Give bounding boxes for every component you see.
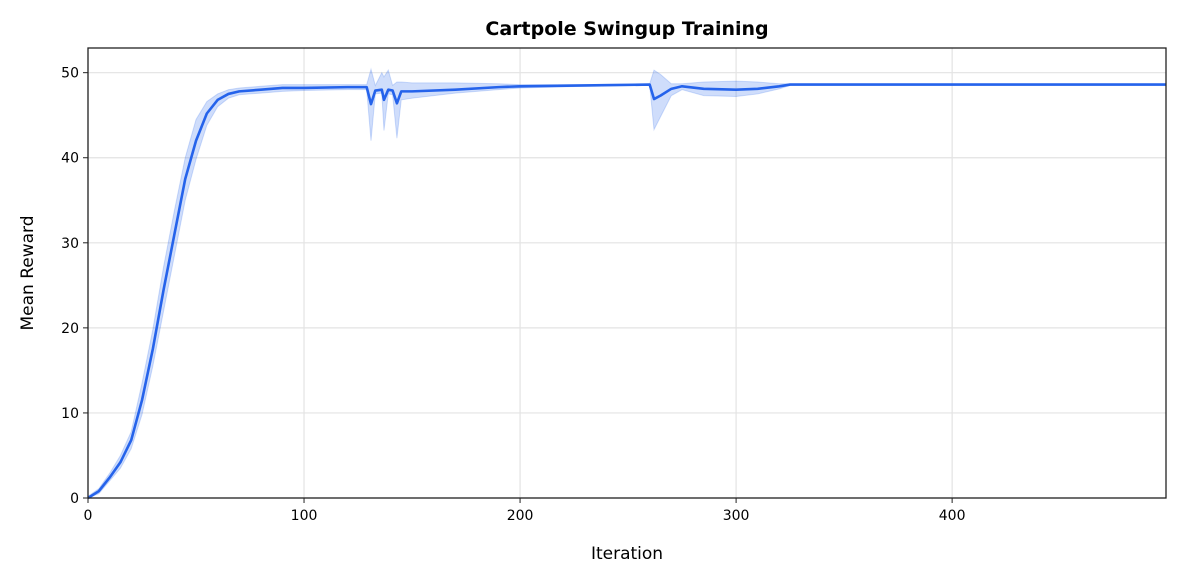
axes-frame [87, 47, 1167, 499]
chart-title: Cartpole Swingup Training [485, 18, 768, 40]
x-tick-label: 200 [507, 508, 534, 524]
x-tick-label: 0 [84, 508, 93, 524]
x-tick-label: 100 [291, 508, 318, 524]
y-tick-label: 10 [61, 406, 79, 422]
x-tick-label: 400 [939, 508, 966, 524]
mean-reward-line [87, 83, 1166, 500]
confidence-band [87, 67, 1167, 499]
ticks: 0 100 200 300 400 0 10 20 30 40 50 [61, 66, 965, 524]
y-tick-label: 20 [61, 321, 79, 337]
x-tick-label: 300 [723, 508, 750, 524]
y-tick-label: 30 [61, 236, 79, 252]
grid [87, 48, 1166, 499]
y-axis-label: Mean Reward [18, 215, 38, 330]
y-tick-label: 0 [70, 491, 79, 507]
y-tick-label: 40 [61, 151, 79, 167]
y-tick-label: 50 [61, 66, 79, 82]
plot-area [87, 67, 1167, 500]
x-axis-label: Iteration [591, 544, 663, 564]
